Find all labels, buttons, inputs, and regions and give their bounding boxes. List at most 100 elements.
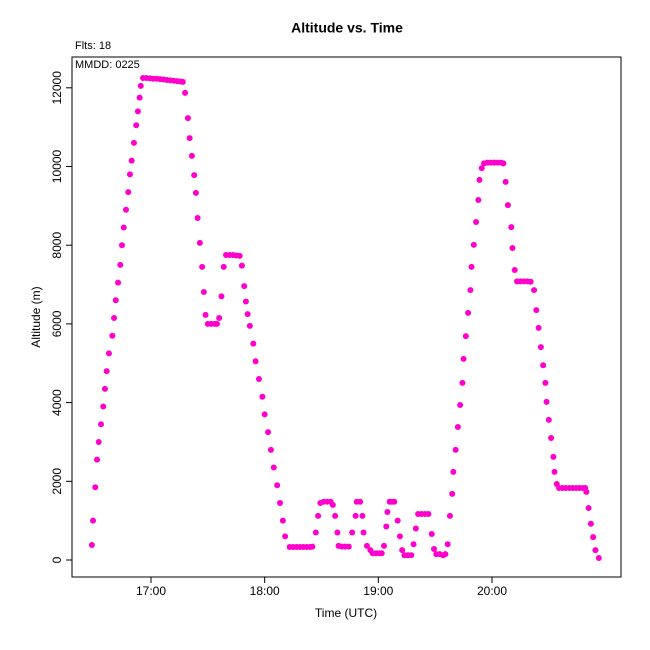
annotation: MMDD: 0225 — [75, 59, 140, 71]
point — [595, 555, 602, 562]
point — [399, 547, 406, 554]
point — [444, 541, 451, 548]
point — [363, 542, 370, 549]
point — [213, 320, 220, 327]
point — [120, 224, 127, 231]
point — [533, 307, 540, 314]
point — [476, 176, 483, 183]
point — [134, 108, 141, 115]
point — [531, 287, 538, 294]
point — [136, 94, 143, 101]
point — [128, 157, 135, 164]
point — [334, 529, 341, 536]
point — [115, 279, 122, 286]
point — [462, 333, 469, 340]
point — [545, 416, 552, 423]
point — [119, 242, 126, 249]
point — [246, 322, 253, 329]
point — [216, 315, 223, 322]
point — [527, 278, 534, 285]
y-tick-label: 12000 — [50, 71, 64, 105]
point — [315, 512, 322, 519]
point — [548, 435, 555, 442]
point — [449, 490, 456, 497]
point — [105, 350, 112, 357]
x-axis-label: Time (UTC) — [315, 606, 377, 620]
y-tick-label: 2000 — [50, 468, 64, 495]
point — [259, 393, 266, 400]
point — [502, 178, 509, 185]
point — [133, 122, 140, 129]
point — [242, 298, 249, 305]
point — [194, 215, 201, 222]
y-tick-label: 10000 — [50, 150, 64, 184]
point — [460, 355, 467, 362]
point — [97, 421, 104, 428]
point — [137, 82, 144, 89]
point — [585, 505, 592, 512]
point — [274, 482, 281, 489]
point — [130, 139, 137, 146]
plot-frame — [71, 56, 622, 578]
point — [467, 287, 474, 294]
point — [508, 224, 515, 231]
point — [543, 398, 550, 405]
point — [478, 165, 485, 172]
point — [470, 241, 477, 248]
point — [90, 517, 97, 524]
point — [454, 424, 461, 431]
point — [535, 324, 542, 331]
point — [551, 468, 558, 475]
point — [360, 529, 367, 536]
point — [241, 283, 248, 290]
point — [465, 309, 472, 316]
point — [94, 456, 101, 463]
chart-title: Altitude vs. Time — [291, 20, 403, 36]
point — [428, 531, 435, 538]
point — [199, 263, 206, 270]
annotation: Flts: 18 — [75, 40, 111, 52]
point — [509, 244, 516, 251]
point — [408, 552, 415, 559]
point — [103, 368, 110, 375]
point — [255, 375, 262, 382]
point — [542, 379, 549, 386]
point — [192, 189, 199, 196]
point — [537, 344, 544, 351]
point — [111, 315, 118, 322]
point — [95, 438, 102, 445]
point — [391, 498, 398, 505]
x-tick-label: 18:00 — [250, 584, 280, 598]
point — [473, 218, 480, 225]
point — [244, 311, 251, 318]
point — [468, 263, 475, 270]
point — [457, 401, 464, 408]
point — [202, 311, 209, 318]
point — [431, 545, 438, 552]
point — [277, 499, 284, 506]
point — [279, 517, 286, 524]
point — [112, 297, 119, 304]
point — [92, 484, 99, 491]
point — [452, 446, 459, 453]
x-tick-label: 19:00 — [363, 584, 393, 598]
point — [446, 512, 453, 519]
point — [109, 332, 116, 339]
point — [550, 453, 557, 460]
point — [540, 362, 547, 369]
point — [329, 501, 336, 508]
x-tick-label: 17:00 — [136, 584, 166, 598]
point — [410, 541, 417, 548]
point — [238, 262, 245, 269]
point — [270, 464, 277, 471]
point — [126, 171, 133, 178]
y-tick-label: 8000 — [50, 232, 64, 259]
point — [500, 160, 507, 167]
point — [179, 78, 186, 85]
y-tick-label: 4000 — [50, 389, 64, 416]
point — [122, 206, 129, 213]
point — [200, 289, 207, 296]
point — [459, 379, 466, 386]
